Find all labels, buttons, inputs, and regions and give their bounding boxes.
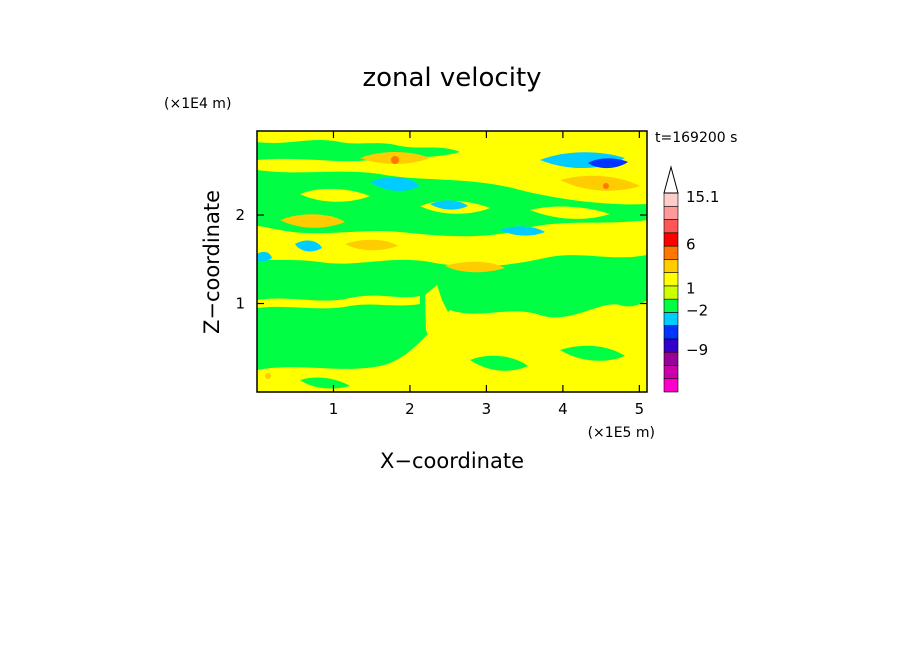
colorbar-swatch [663,219,679,234]
colorbar-swatch [663,378,679,393]
colorbar-swatch [663,245,679,260]
contour-green-patches [300,345,625,389]
colorbar-swatch [663,365,679,380]
colorbar-swatch [663,325,679,340]
colorbar-label: 6 [686,236,696,254]
colorbar-label: −9 [686,341,708,359]
x-tick-label: 2 [405,400,415,418]
colorbar-swatch [663,192,679,207]
colorbar-label: 15.1 [686,188,719,206]
contour-yellow-lens-3 [530,206,610,219]
colorbar-swatch [663,285,679,300]
contour-cyan-6 [257,251,272,262]
contour-orange-4 [445,261,505,273]
contour-yellow-lens-1 [300,188,370,202]
x-tick-label: 4 [558,400,568,418]
contour-field [257,131,647,392]
x-axis-label: X−coordinate [380,449,524,473]
y-tick-label: 1 [235,295,245,313]
colorbar-swatch [663,272,679,287]
colorbar-swatch [663,259,679,273]
x-tick-label: 3 [482,400,492,418]
contour-cyan-2 [370,177,420,191]
colorbar-swatch [663,298,679,313]
contour-yellow-lower [257,300,647,392]
colorbar-swatch [663,205,679,220]
x-tick-label: 1 [329,400,339,418]
colorbar: 15.1 6 1 −2 −9 [663,165,719,393]
y-unit-label: (×1E4 m) [164,96,231,112]
contour-yellow-thin-1 [257,295,420,309]
contour-red-spot-2 [603,183,609,189]
contour-orange-3 [560,175,640,191]
y-tick-label: 2 [235,206,245,224]
contour-cyan-3 [430,200,468,210]
contour-orange-2 [280,214,345,228]
chart-title: zonal velocity [362,63,541,93]
colorbar-overflow-arrow [663,165,679,194]
colorbar-swatch [663,338,679,353]
colorbar-swatch [663,351,679,366]
contour-red-spot-1 [391,156,399,164]
colorbar-label: 1 [686,280,696,298]
axis-ticks: 1 2 3 4 5 1 2 [235,131,647,418]
colorbar-label: −2 [686,301,708,319]
contour-yellow-thin-2 [425,285,448,350]
contour-orange-5 [345,239,398,251]
colorbar-swatch [663,312,679,326]
contour-orange-spot-low [265,373,271,379]
plot-area [256,130,648,393]
colorbar-swatch [663,232,679,247]
plot-frame [256,130,648,393]
contour-blue-core [588,158,628,169]
contour-cyan-5 [500,226,545,236]
x-tick-label: 5 [635,400,645,418]
y-axis-label: Z−coordinate [200,190,224,334]
contour-cyan-4 [295,240,322,252]
time-label: t=169200 s [655,130,737,146]
x-unit-label: (×1E5 m) [588,425,655,441]
